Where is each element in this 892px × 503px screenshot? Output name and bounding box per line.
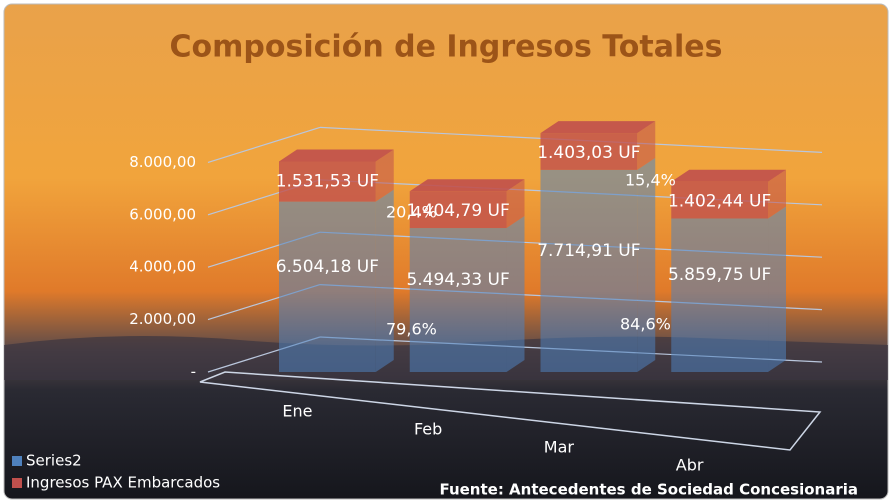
annotation: 84,6% <box>620 315 671 334</box>
x-tick-label: Feb <box>414 420 442 439</box>
bar <box>410 228 507 372</box>
value-label: 1.403,03 UF <box>537 143 640 163</box>
chart-title: Composición de Ingresos Totales <box>170 30 723 65</box>
bar-side <box>768 206 786 372</box>
value-label: 6.504,18 UF <box>276 257 379 277</box>
legend-swatch <box>12 456 22 466</box>
bar <box>671 218 768 372</box>
x-tick-label: Mar <box>544 438 575 457</box>
legend-label: Series2 <box>26 452 82 470</box>
value-label: 5.494,33 UF <box>406 270 509 290</box>
y-tick-label: - <box>191 363 196 381</box>
x-tick-label: Ene <box>282 402 312 421</box>
source: Fuente: Antecedentes de Sociedad Concesi… <box>439 481 858 499</box>
bar-top <box>671 170 786 182</box>
y-tick-label: 6.000,00 <box>129 205 196 223</box>
chart: Composición de Ingresos Totales Fuente: … <box>0 0 892 503</box>
y-tick-label: 2.000,00 <box>129 310 196 328</box>
legend-label: Ingresos PAX Embarcados <box>26 474 220 492</box>
y-tick-label: 8.000,00 <box>129 153 196 171</box>
y-tick-label: 4.000,00 <box>129 258 196 276</box>
bar-side <box>637 158 655 372</box>
page: Composición de Ingresos Totales Fuente: … <box>0 0 892 503</box>
annotation: 20,4% <box>386 203 437 222</box>
bar-top <box>540 121 655 133</box>
value-label: 1.531,53 UF <box>276 171 379 191</box>
x-tick-label: Abr <box>676 456 704 475</box>
bar <box>279 202 376 372</box>
bar-side <box>507 216 525 372</box>
legend-swatch <box>12 478 22 488</box>
annotation: 15,4% <box>625 171 676 190</box>
value-label: 1.402,44 UF <box>668 192 771 212</box>
value-label: 5.859,75 UF <box>668 265 771 285</box>
bar <box>540 170 637 372</box>
bar-top <box>279 149 394 161</box>
annotation: 79,6% <box>386 320 437 339</box>
value-label: 7.714,91 UF <box>537 241 640 261</box>
bar-top <box>410 179 525 191</box>
